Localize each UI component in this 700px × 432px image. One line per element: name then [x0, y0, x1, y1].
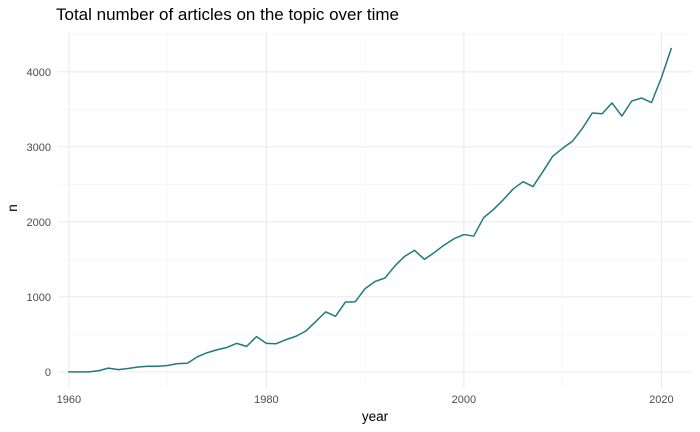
y-axis-title: n — [5, 204, 20, 212]
minor-gridlines — [58, 32, 692, 388]
x-tick-label: 1980 — [254, 394, 278, 406]
y-tick-label: 0 — [45, 367, 51, 379]
major-gridlines — [58, 32, 692, 388]
y-tick-label: 2000 — [27, 217, 51, 229]
y-axis-tick-labels: 0 1000 2000 3000 4000 — [27, 67, 51, 379]
y-tick-label: 4000 — [27, 67, 51, 79]
x-tick-label: 1960 — [57, 394, 81, 406]
series-line — [68, 47, 673, 373]
x-tick-label: 2000 — [452, 394, 476, 406]
x-axis-tick-labels: 1960 1980 2000 2020 — [57, 394, 674, 406]
y-tick-label: 3000 — [27, 142, 51, 154]
x-axis-title: year — [362, 409, 389, 424]
x-tick-label: 2020 — [649, 394, 673, 406]
y-tick-label: 1000 — [27, 292, 51, 304]
chart-title: Total number of articles on the topic ov… — [56, 5, 399, 24]
